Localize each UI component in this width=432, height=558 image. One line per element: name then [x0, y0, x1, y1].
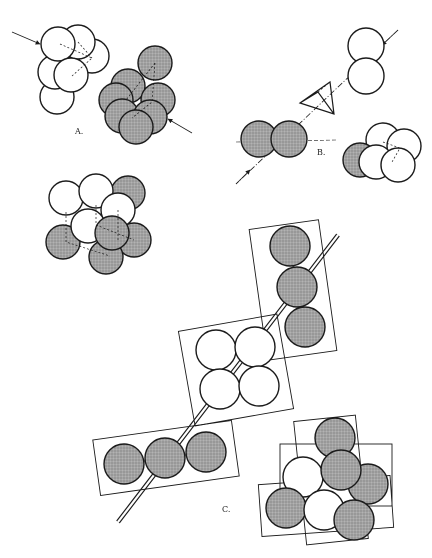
arrow-a-right [167, 118, 193, 134]
sphere [48, 180, 84, 216]
sphere [94, 215, 130, 251]
sphere [270, 120, 308, 158]
group-c-top-layer [248, 219, 338, 361]
hidden-edge [125, 62, 156, 119]
group-c-stacked-cluster [257, 414, 395, 546]
cube-cluster [45, 173, 152, 275]
group-a-white-cluster [11, 24, 110, 115]
sphere [238, 365, 280, 407]
sphere [144, 437, 186, 479]
sphere [118, 109, 154, 145]
sphere [276, 266, 318, 308]
hidden-edge [59, 41, 93, 77]
sphere [103, 443, 145, 485]
group-b-white-pair [347, 27, 385, 95]
sphere [45, 224, 81, 260]
hidden-edge [382, 141, 401, 163]
layer-box [177, 313, 295, 427]
sphere [53, 57, 89, 93]
sphere [185, 431, 227, 473]
group-b-shaded-pair [240, 120, 308, 158]
sphere [347, 57, 385, 95]
sphere [380, 147, 416, 183]
sphere [234, 326, 276, 368]
label-b: B. [317, 148, 326, 157]
label-a: A. [75, 127, 84, 136]
sphere [40, 26, 76, 62]
group-c-middle-layer [177, 313, 295, 427]
sphere [333, 499, 375, 541]
layer-box [92, 420, 240, 496]
cube-edges [65, 205, 135, 257]
group-b-triangle [298, 80, 335, 115]
group-b-small-cluster [342, 122, 422, 183]
arrow-b-top [381, 29, 399, 46]
sphere [265, 487, 307, 529]
sphere [199, 368, 241, 410]
group-c-bottom-layer [92, 420, 240, 496]
arrow-a-left [11, 31, 41, 45]
arrow-b-bottom [235, 169, 251, 185]
group-a-shaded-cluster [98, 45, 193, 145]
sphere [320, 449, 362, 491]
label-c: C. [222, 505, 231, 514]
tetrahedron [298, 80, 335, 115]
tetrahedron-hidden [317, 81, 331, 93]
sphere [284, 306, 326, 348]
layer-box [248, 219, 338, 361]
sphere [269, 225, 311, 267]
sphere [195, 329, 237, 371]
